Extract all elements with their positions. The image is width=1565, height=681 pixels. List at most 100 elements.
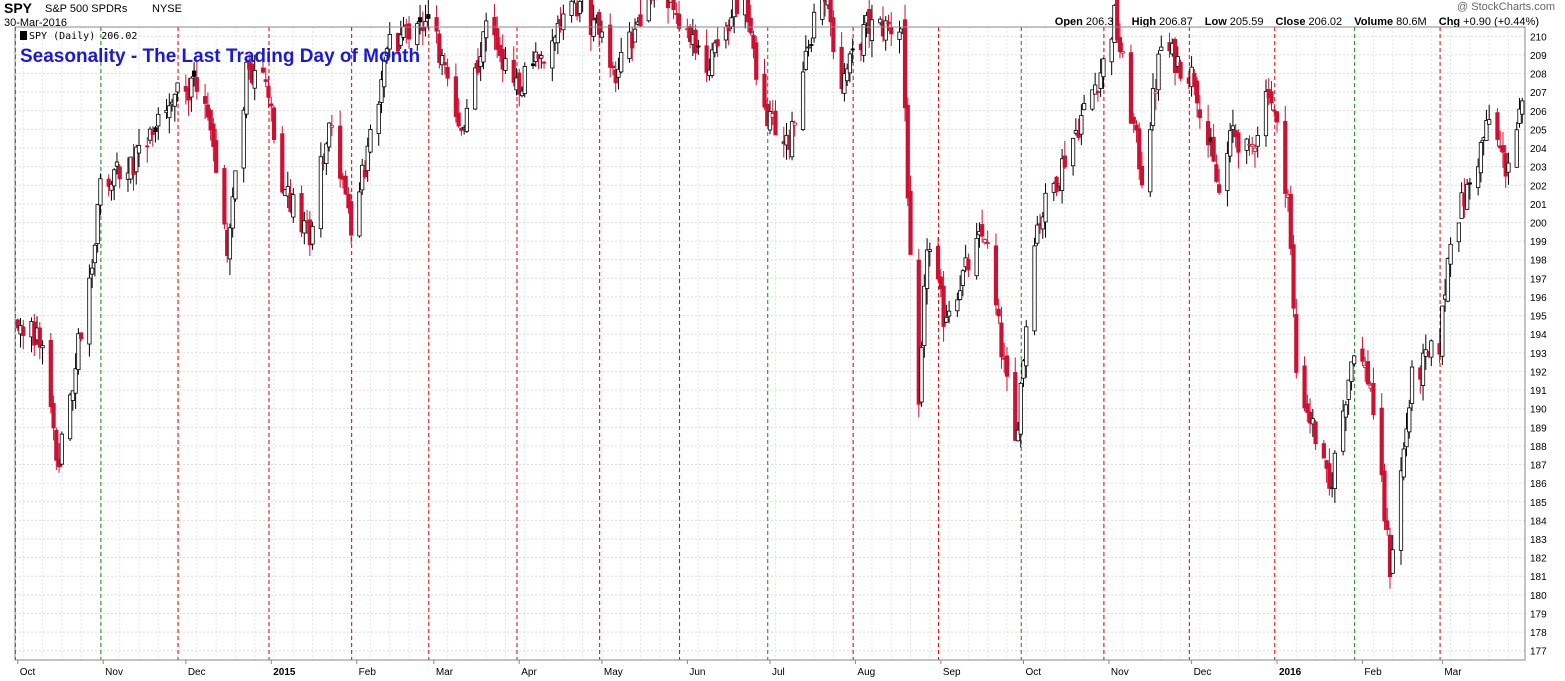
candle-body [349, 201, 354, 236]
y-tick-label: 196 [1530, 293, 1547, 304]
candle-body [550, 40, 555, 69]
candle-body [280, 133, 285, 193]
candle-body [1307, 411, 1313, 424]
candle-body [944, 316, 949, 323]
candle-body [382, 60, 387, 88]
candle-body [850, 48, 855, 51]
y-tick-label: 187 [1530, 461, 1547, 472]
candle-body [456, 112, 461, 127]
y-tick-label: 204 [1530, 144, 1547, 155]
candle-body [610, 65, 616, 69]
candle-body [266, 86, 271, 98]
candle-body [638, 14, 643, 27]
candle-body [1211, 136, 1216, 162]
month-end-markers [15, 27, 1441, 660]
candle-body [999, 322, 1004, 358]
y-tick-label: 205 [1530, 125, 1547, 136]
y-tick-label: 207 [1530, 88, 1547, 99]
candle-body [291, 194, 296, 218]
candle-body [54, 430, 59, 461]
candle-body [1032, 245, 1037, 332]
candle-body [136, 144, 142, 154]
candle-body [1517, 108, 1522, 124]
candle-body [21, 326, 26, 336]
candle-body [845, 68, 850, 82]
candle-body [1071, 137, 1076, 167]
candle-body [842, 73, 847, 94]
y-tick-label: 208 [1530, 70, 1547, 81]
exchange-label: NYSE [152, 3, 182, 15]
candle-body [59, 433, 64, 465]
brand-watermark[interactable]: @ StockCharts.com [1457, 1, 1555, 13]
candle-body [222, 168, 227, 225]
candle-body [734, 0, 740, 15]
candle-body [1404, 428, 1409, 448]
candle-body [406, 23, 412, 40]
candle-body [194, 77, 199, 92]
candle-body [15, 319, 20, 329]
candle-body [569, 0, 574, 16]
candle-body [51, 403, 56, 429]
candle-body [1445, 258, 1450, 302]
y-tick-label: 210 [1530, 32, 1547, 43]
candle-body [1120, 51, 1125, 54]
candle-body [1230, 125, 1236, 130]
candle-body [76, 333, 81, 371]
candle-body [577, 1, 582, 14]
y-tick-label: 181 [1530, 572, 1547, 583]
security-name: S&P 500 SPDRs [45, 3, 128, 15]
candle-body [117, 166, 122, 180]
candle-body [401, 26, 406, 38]
candle-body [922, 285, 927, 346]
candle-body [230, 196, 235, 229]
candle-body [712, 42, 717, 54]
candle-body [1236, 132, 1241, 153]
candle-body [227, 227, 233, 260]
candle-body [1310, 418, 1315, 425]
candle-body [426, 14, 431, 19]
candle-body [1456, 222, 1461, 243]
candle-body [1156, 53, 1161, 91]
candle-body [1272, 109, 1277, 112]
candle-body [616, 68, 621, 78]
candle-body [1228, 130, 1233, 157]
candle-body [1159, 46, 1164, 51]
y-tick-label: 203 [1530, 163, 1547, 174]
y-tick-label: 209 [1530, 51, 1547, 62]
candle-body [511, 59, 516, 83]
candle-body [671, 0, 676, 10]
candle-body [599, 31, 605, 38]
candle-body [1420, 352, 1426, 386]
y-tick-label: 191 [1530, 386, 1547, 397]
candle-body [831, 17, 836, 53]
candle-body [1291, 244, 1296, 309]
candle-body [175, 82, 180, 93]
candle-body [1172, 38, 1178, 73]
candle-body [1343, 404, 1348, 418]
candle-body [233, 170, 238, 200]
candle-body [1440, 305, 1445, 357]
candle-body [1194, 80, 1200, 104]
candle-body [324, 143, 329, 164]
candle-body [530, 63, 536, 67]
candle-body [1225, 153, 1230, 192]
candle-body [762, 73, 767, 108]
y-tick-label: 195 [1530, 312, 1547, 323]
volume-label: Volume [1354, 16, 1394, 28]
candle-body [112, 169, 117, 187]
legend-text: SPY (Daily) 206.02 [29, 31, 138, 42]
y-tick-label: 199 [1530, 237, 1547, 248]
candle-body [1263, 91, 1269, 137]
candle-body [1137, 128, 1142, 170]
y-tick-label: 197 [1530, 274, 1547, 285]
y-tick-label: 179 [1530, 609, 1547, 620]
candle-body [1101, 58, 1106, 78]
y-tick-label: 206 [1530, 107, 1547, 118]
candle-body [464, 107, 469, 132]
candle-body [252, 70, 257, 89]
candle-body [1062, 155, 1067, 168]
candle-body [95, 204, 100, 245]
candles [15, 0, 1525, 589]
candle-body [1082, 103, 1087, 111]
